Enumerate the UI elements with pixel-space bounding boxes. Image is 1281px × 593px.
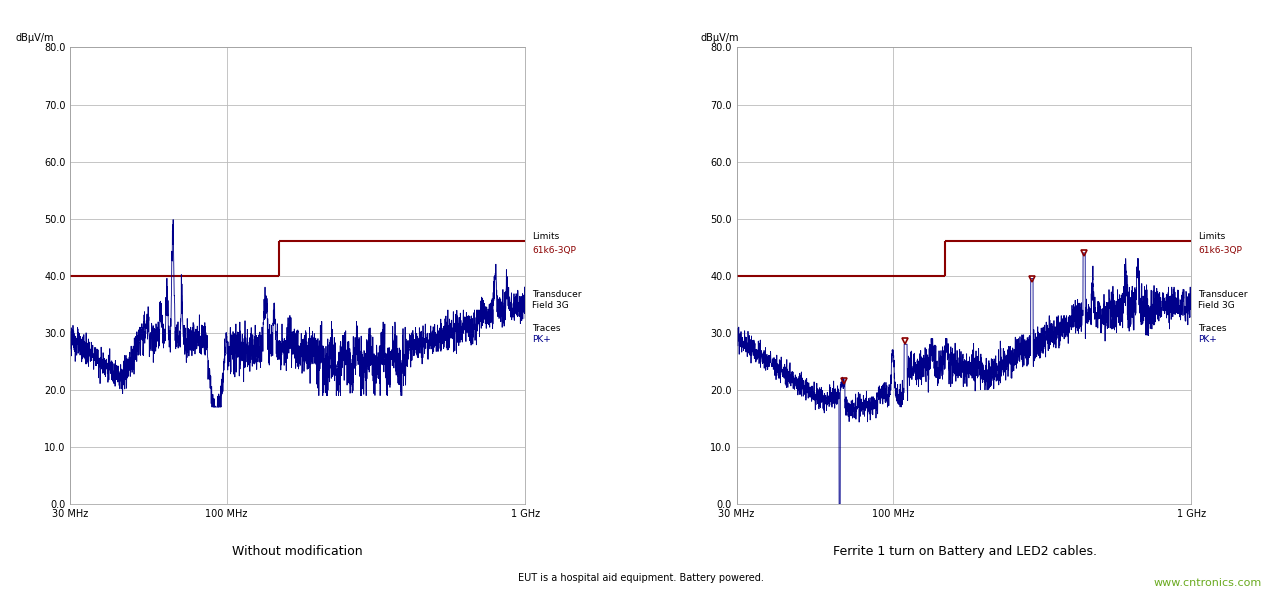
Text: Without modification: Without modification xyxy=(232,545,363,558)
Text: dBμV/m: dBμV/m xyxy=(701,33,739,43)
Text: Limits: Limits xyxy=(1198,232,1226,241)
Text: EUT is a hospital aid equipment. Battery powered.: EUT is a hospital aid equipment. Battery… xyxy=(518,573,763,583)
Text: 61k6-3QP: 61k6-3QP xyxy=(532,246,576,255)
Text: Field 3G: Field 3G xyxy=(1198,301,1235,310)
Text: 61k6-3QP: 61k6-3QP xyxy=(1198,246,1243,255)
Text: dBμV/m: dBμV/m xyxy=(15,33,54,43)
Text: Field 3G: Field 3G xyxy=(532,301,569,310)
Text: Traces: Traces xyxy=(532,324,561,333)
Text: www.cntronics.com: www.cntronics.com xyxy=(1153,578,1262,588)
Text: Traces: Traces xyxy=(1198,324,1227,333)
Text: Transducer: Transducer xyxy=(532,289,582,298)
Text: Ferrite 1 turn on Battery and LED2 cables.: Ferrite 1 turn on Battery and LED2 cable… xyxy=(833,545,1097,558)
Text: Transducer: Transducer xyxy=(1198,289,1248,298)
Text: PK+: PK+ xyxy=(532,335,551,344)
Text: Limits: Limits xyxy=(532,232,560,241)
Text: PK+: PK+ xyxy=(1198,335,1217,344)
